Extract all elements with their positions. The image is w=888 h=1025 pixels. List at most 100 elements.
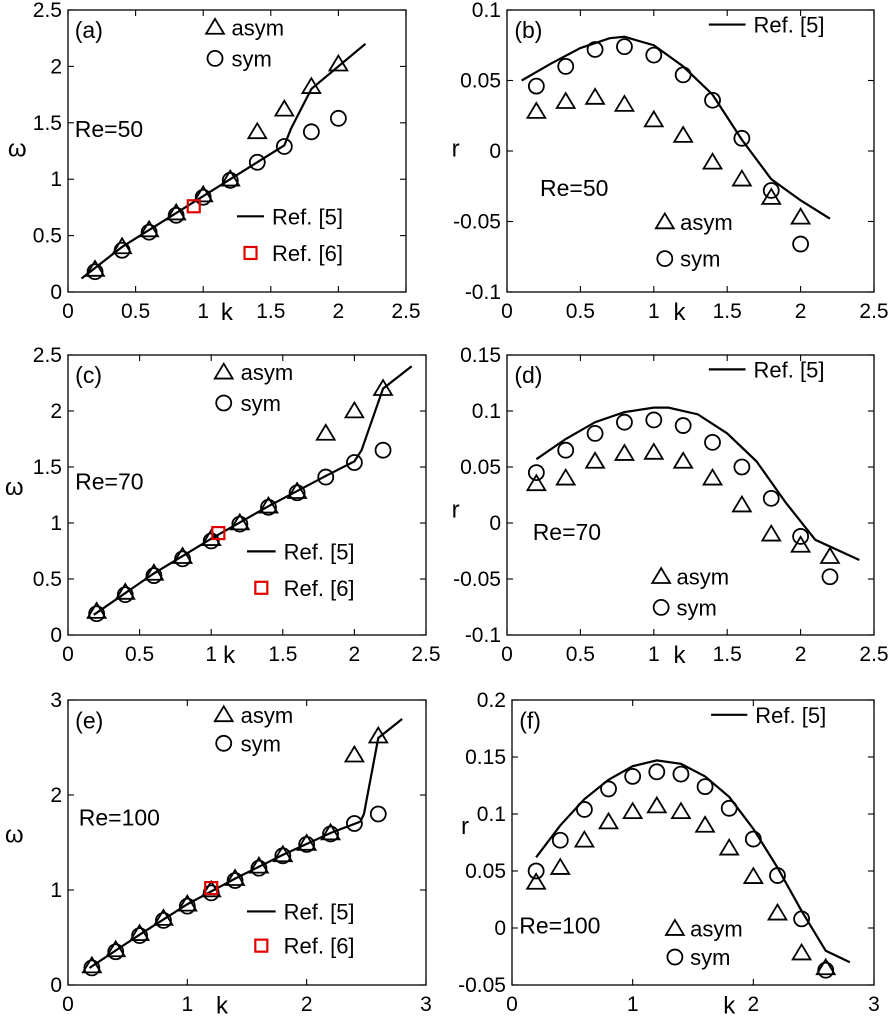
panel-label: (c) — [75, 362, 102, 388]
x-tick-label: 3 — [868, 993, 880, 1016]
circle-point — [107, 943, 125, 961]
circle-point — [345, 815, 363, 832]
x-tick-label: 2.5 — [411, 643, 440, 666]
circle-point — [616, 413, 633, 431]
y-axis-label: ω — [5, 822, 24, 849]
circle-point — [792, 235, 809, 253]
y-tick-label: 3 — [50, 689, 62, 712]
circle-point — [194, 188, 212, 206]
circle-point — [645, 46, 663, 64]
reynolds-annotation: Re=50 — [75, 116, 143, 142]
square-point — [211, 525, 226, 541]
circle-point — [288, 484, 306, 502]
x-tick-label: 1.5 — [268, 643, 297, 666]
circle-point — [131, 927, 149, 944]
circle-point — [527, 464, 545, 482]
legend-label: Ref. [6] — [272, 241, 343, 266]
y-tick-label: 0 — [50, 624, 62, 647]
triangle-point — [766, 902, 788, 921]
legend-label: Ref. [5] — [755, 703, 826, 728]
panel-label: (d) — [514, 362, 542, 388]
panel-label: (e) — [75, 708, 103, 734]
circle-point — [302, 123, 320, 141]
x-tick-label: 2 — [795, 300, 807, 323]
reference-line — [93, 365, 413, 616]
triangle-point — [584, 87, 606, 105]
series-line — [88, 718, 403, 969]
legend-bottom-right: Ref. [5] Ref. [6] — [237, 204, 343, 266]
x-tick-label: 2 — [333, 300, 345, 323]
legend-triangle-swatch — [650, 566, 672, 584]
y-tick-label: 1.5 — [33, 112, 62, 135]
x-tick-label: 2 — [349, 643, 361, 666]
circle-point — [696, 778, 714, 796]
circle-point — [174, 550, 191, 568]
circle-point — [178, 897, 196, 915]
reference-line — [88, 718, 403, 969]
panel-label: (a) — [75, 17, 103, 43]
reynolds-annotation: Re=70 — [75, 468, 143, 494]
x-tick-label: 2.5 — [859, 643, 888, 666]
circle-point — [274, 847, 292, 865]
circle-point — [762, 489, 780, 507]
circle-point — [704, 433, 721, 451]
circle-point — [551, 831, 569, 849]
y-tick-label: 0.05 — [465, 860, 506, 883]
x-tick-label: 1 — [197, 300, 209, 323]
legend-top: asym sym — [213, 703, 293, 756]
y-axis-label: r — [461, 813, 469, 840]
circle-point — [762, 182, 780, 199]
legend-triangle-swatch — [213, 704, 235, 723]
triangle-point — [111, 236, 133, 255]
circle-point — [167, 206, 185, 224]
x-tick-label: 0 — [62, 993, 74, 1016]
circle-point — [600, 780, 617, 798]
triangle-point — [672, 125, 694, 143]
circle-point — [202, 532, 220, 550]
circle-point — [527, 862, 545, 880]
axes-frame — [67, 9, 407, 293]
x-tick-label: 2.5 — [859, 300, 888, 323]
x-tick-label: 2 — [795, 643, 807, 666]
legend-circle-swatch — [215, 394, 233, 412]
triangle-point — [555, 91, 577, 109]
reference-line — [80, 42, 367, 280]
triangle-point — [143, 563, 165, 581]
triangle-point — [372, 378, 394, 396]
series-circle — [86, 109, 347, 281]
y-tick-label: 0.1 — [477, 803, 506, 826]
axes-frame — [67, 699, 427, 986]
legend-triangle-swatch — [654, 211, 676, 230]
triangle-point — [525, 473, 547, 492]
circle-point — [221, 171, 239, 189]
reynolds-annotation: Re=50 — [540, 175, 608, 201]
legend-square-swatch — [254, 580, 269, 595]
y-tick-label: 2.5 — [33, 0, 62, 22]
y-tick-label: 2 — [50, 55, 62, 78]
y-axis-label: ω — [5, 474, 24, 501]
series-line — [93, 365, 413, 616]
y-tick-label: 0 — [494, 917, 506, 940]
series-triangle — [525, 795, 837, 976]
y-tick-label: 2.5 — [33, 344, 62, 367]
triangle-point — [200, 528, 222, 546]
triangle-point — [138, 219, 160, 238]
triangle-point — [584, 451, 606, 469]
panel-a: 0 0.5 1 1.5 2 2.5 0 0.5 1 1.5 2 2.5 k ω (a) Re=50 asym sy… — [8, 0, 421, 326]
circle-point — [83, 959, 101, 977]
legend-triangle-swatch — [213, 361, 235, 380]
triangle-point — [219, 168, 241, 187]
x-axis-label: k — [223, 642, 236, 669]
series-square — [211, 525, 226, 541]
legend-label: Ref. [5] — [284, 899, 355, 924]
circle-point — [817, 961, 835, 979]
circle-point — [86, 263, 104, 281]
y-tick-label: 0.1 — [472, 400, 501, 423]
triangle-point — [327, 53, 349, 72]
y-tick-label: 0 — [50, 974, 62, 997]
series-circle — [527, 763, 835, 979]
reynolds-annotation: Re=70 — [533, 519, 601, 545]
triangle-point — [176, 894, 198, 912]
square-point — [204, 880, 219, 896]
panel-c: 0 0.5 1 1.5 2 2.5 0 0.5 1 1.5 2 2.5 k ω (c) Re=70 asym sy… — [5, 344, 441, 669]
